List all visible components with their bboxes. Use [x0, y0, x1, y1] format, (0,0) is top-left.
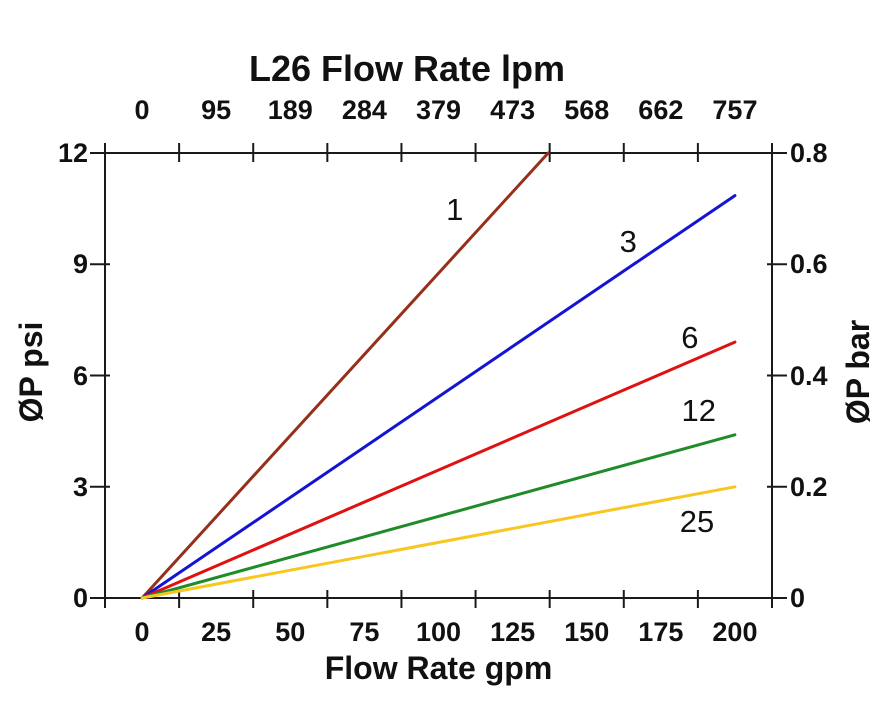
series-label-25: 25 [679, 503, 715, 539]
left-tick-label: 0 [72, 583, 88, 613]
right-tick-label: 0 [790, 583, 806, 613]
bottom-tick-label: 0 [134, 617, 150, 647]
top-tick-label: 757 [712, 95, 758, 125]
top-tick-label: 284 [341, 95, 387, 125]
bottom-axis-title: Flow Rate gpm [324, 650, 553, 686]
top-tick-label: 95 [201, 95, 232, 125]
series-line-6 [140, 340, 737, 600]
left-tick-label: 3 [72, 471, 88, 502]
left-tick-label: 9 [72, 249, 88, 280]
series-line-3 [140, 194, 737, 600]
bottom-tick-label: 50 [275, 617, 306, 647]
bottom-tick-label: 75 [349, 617, 380, 647]
series-label-6: 6 [681, 320, 699, 356]
bottom-tick-label: 100 [415, 617, 462, 647]
bottom-tick-label: 150 [564, 617, 610, 647]
top-tick-label: 379 [415, 95, 462, 125]
series-line-25 [140, 485, 737, 600]
top-tick-label: 0 [134, 95, 150, 125]
series-label-1: 1 [446, 192, 464, 228]
bottom-tick-label: 25 [201, 617, 232, 647]
right-tick-label: 0.4 [790, 360, 828, 391]
top-tick-label: 568 [564, 95, 610, 125]
left-tick-label: 6 [72, 360, 88, 391]
bottom-tick-label: 175 [638, 617, 684, 647]
top-tick-label: 662 [638, 95, 684, 125]
series-label-3: 3 [619, 224, 637, 259]
right-tick-label: 0.6 [790, 249, 828, 280]
series-line-1 [140, 151, 550, 600]
top-tick-label: 473 [490, 95, 536, 125]
series-label-12: 12 [681, 393, 716, 429]
right-tick-label: 0.2 [790, 471, 828, 502]
top-tick-label: 189 [267, 95, 313, 125]
chart-title: L26 Flow Rate lpm [248, 48, 566, 89]
right-tick-label: 0.8 [790, 138, 828, 168]
series-line-12 [140, 433, 737, 600]
bottom-tick-label: 200 [712, 617, 758, 647]
bottom-tick-label: 125 [490, 617, 536, 647]
left-tick-label: 12 [57, 138, 88, 168]
